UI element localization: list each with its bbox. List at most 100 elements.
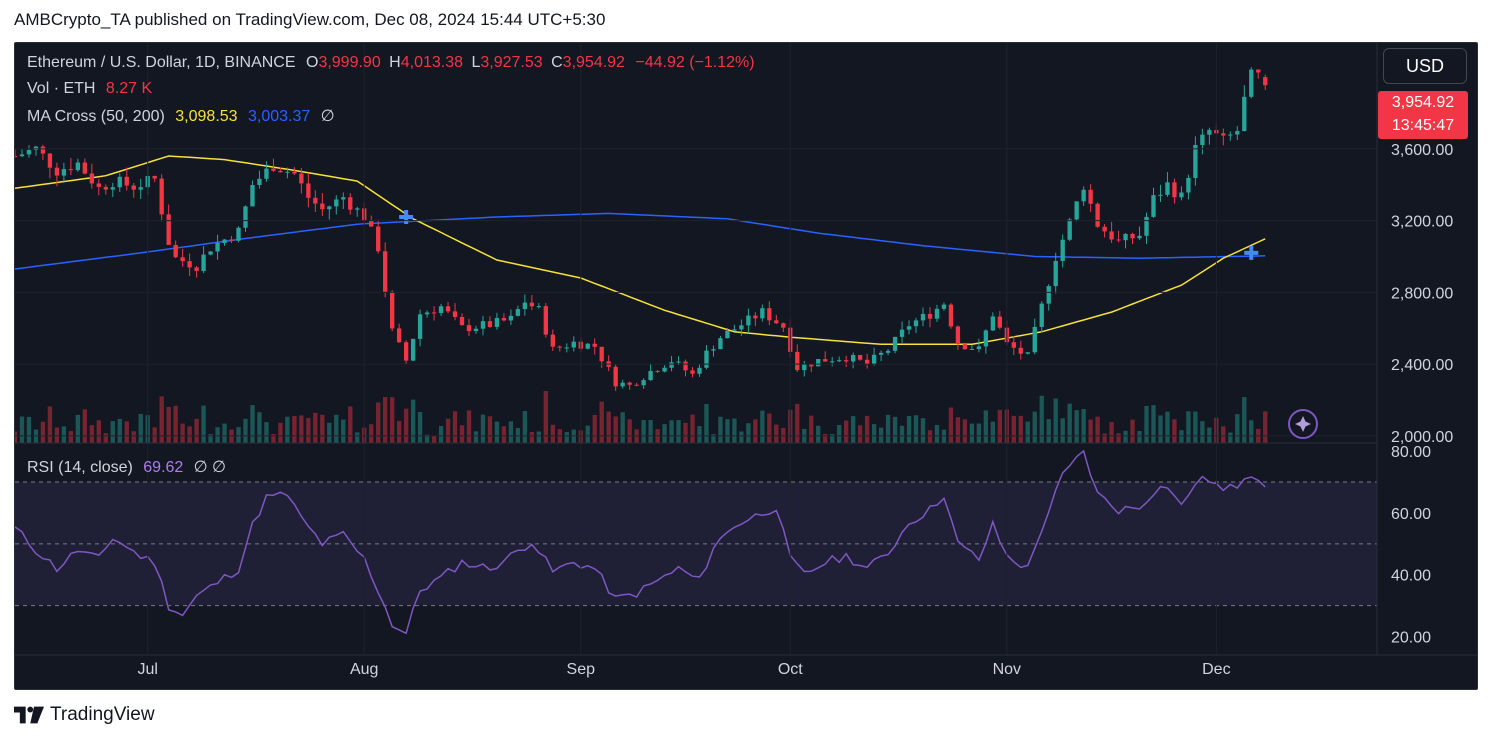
candle-body [648, 370, 653, 381]
volume-bar [683, 422, 688, 443]
volume-bar [1221, 426, 1226, 443]
candle-body [627, 382, 632, 385]
volume-bar [1109, 422, 1114, 443]
candle-body [1102, 226, 1107, 232]
candle-body [732, 329, 737, 331]
volume-bar [201, 405, 206, 443]
candle-body [613, 366, 618, 387]
cross-markers [399, 209, 1259, 260]
chart-canvas[interactable]: 2,000.00 2,400.00 2,800.00 3,200.00 3,600.00… [15, 43, 1477, 689]
publish-caption: AMBCrypto_TA published on TradingView.co… [14, 10, 606, 29]
volume-legend[interactable]: Vol · ETH 8.27 K [27, 80, 152, 98]
volume-bar [676, 420, 681, 443]
candle-body [864, 359, 870, 365]
ma-cross-legend[interactable]: MA Cross (50, 200) 3,098.53 3,003.37 ∅ [27, 106, 335, 126]
volume-bar [990, 421, 996, 443]
tradingview-logo-icon[interactable] [14, 705, 44, 725]
volume-bar [1144, 405, 1149, 443]
candle-body [823, 359, 828, 362]
candle-body [334, 199, 339, 207]
currency-button[interactable]: USD [1383, 48, 1467, 84]
candle-body [292, 171, 297, 174]
candle-body [445, 306, 451, 312]
volume-bar [1060, 418, 1065, 443]
volume-bar [1249, 420, 1254, 443]
candle-body [1200, 134, 1205, 145]
candle-body [885, 350, 891, 353]
candle-body [383, 251, 388, 292]
volume-bar [1186, 411, 1191, 443]
candle-body [89, 173, 94, 184]
candle-body [138, 187, 143, 190]
volume-bar [494, 421, 500, 443]
candle-body [313, 197, 318, 204]
volume-bar [1263, 411, 1268, 443]
volume-bar [620, 412, 625, 443]
volume-bar [327, 422, 332, 443]
symbol-title[interactable]: Ethereum / U.S. Dollar, 1D, BINANCE [27, 54, 296, 71]
ma200-value: 3,003.37 [248, 108, 311, 125]
candle-body [501, 318, 507, 321]
candle-body [376, 226, 381, 252]
candle-body [997, 316, 1002, 328]
candle-body [983, 330, 989, 347]
candle-body [68, 169, 74, 171]
candle-body [396, 328, 402, 343]
candle-body [15, 156, 18, 158]
candle-body [599, 346, 604, 362]
candle-body [753, 315, 758, 319]
volume-bar [962, 419, 968, 443]
open-value: 3,999.90 [318, 54, 381, 71]
volume-bar [816, 425, 821, 443]
candle-body [1221, 133, 1226, 136]
rsi-line [15, 449, 1266, 635]
candle-body [1263, 77, 1268, 86]
volume-bar [1179, 430, 1184, 443]
rsi-legend[interactable]: RSI (14, close) 69.62 ∅ ∅ [27, 457, 226, 477]
price-tick-label: 2,400.00 [1391, 357, 1453, 374]
volume-bar [1095, 416, 1100, 443]
rsi-tick-label: 80.00 [1391, 444, 1431, 461]
volume-bar [746, 423, 751, 443]
candle-body [1053, 260, 1058, 287]
candle-body [739, 325, 744, 330]
volume-bar [885, 414, 891, 443]
volume-bar [536, 431, 542, 443]
candle-body [452, 311, 458, 317]
candle-body [781, 323, 786, 328]
volume-bars [15, 391, 1268, 443]
volume-bar [383, 396, 388, 443]
rsi-value: 69.62 [143, 459, 184, 476]
volume-bar [697, 426, 702, 443]
candle-body [662, 367, 667, 372]
low-value: 3,927.53 [480, 54, 543, 71]
candle-body [487, 321, 493, 327]
volume-bar [26, 416, 32, 443]
candle-body [690, 370, 695, 374]
footer-brand[interactable]: TradingView [14, 704, 155, 726]
candle-body [725, 330, 730, 339]
volume-bar [627, 419, 632, 443]
sparkle-icon[interactable] [1295, 416, 1311, 432]
volume-bar [264, 422, 269, 443]
candle-body [124, 176, 129, 186]
candle-body [816, 359, 821, 367]
candle-body [774, 320, 779, 324]
price-tick-label: 2,800.00 [1391, 285, 1453, 302]
last-price-value: 3,954.92 [1391, 94, 1455, 111]
candle-body [522, 302, 528, 310]
ma50-value: 3,098.53 [175, 108, 238, 125]
volume-bar [396, 420, 402, 443]
close-value: 3,954.92 [562, 54, 625, 71]
candle-body [920, 313, 926, 321]
candle-body [927, 313, 933, 319]
volume-bar [1242, 397, 1247, 443]
candle-body [1186, 177, 1191, 193]
candle-body [1256, 69, 1261, 73]
chart-frame[interactable]: 2,000.00 2,400.00 2,800.00 3,200.00 3,600.00… [14, 42, 1478, 690]
volume-bar [1165, 411, 1170, 443]
sparkle-button[interactable] [1288, 409, 1318, 439]
volume-bar [844, 420, 849, 443]
rsi-pane [15, 449, 1377, 635]
candle-body [40, 146, 46, 154]
